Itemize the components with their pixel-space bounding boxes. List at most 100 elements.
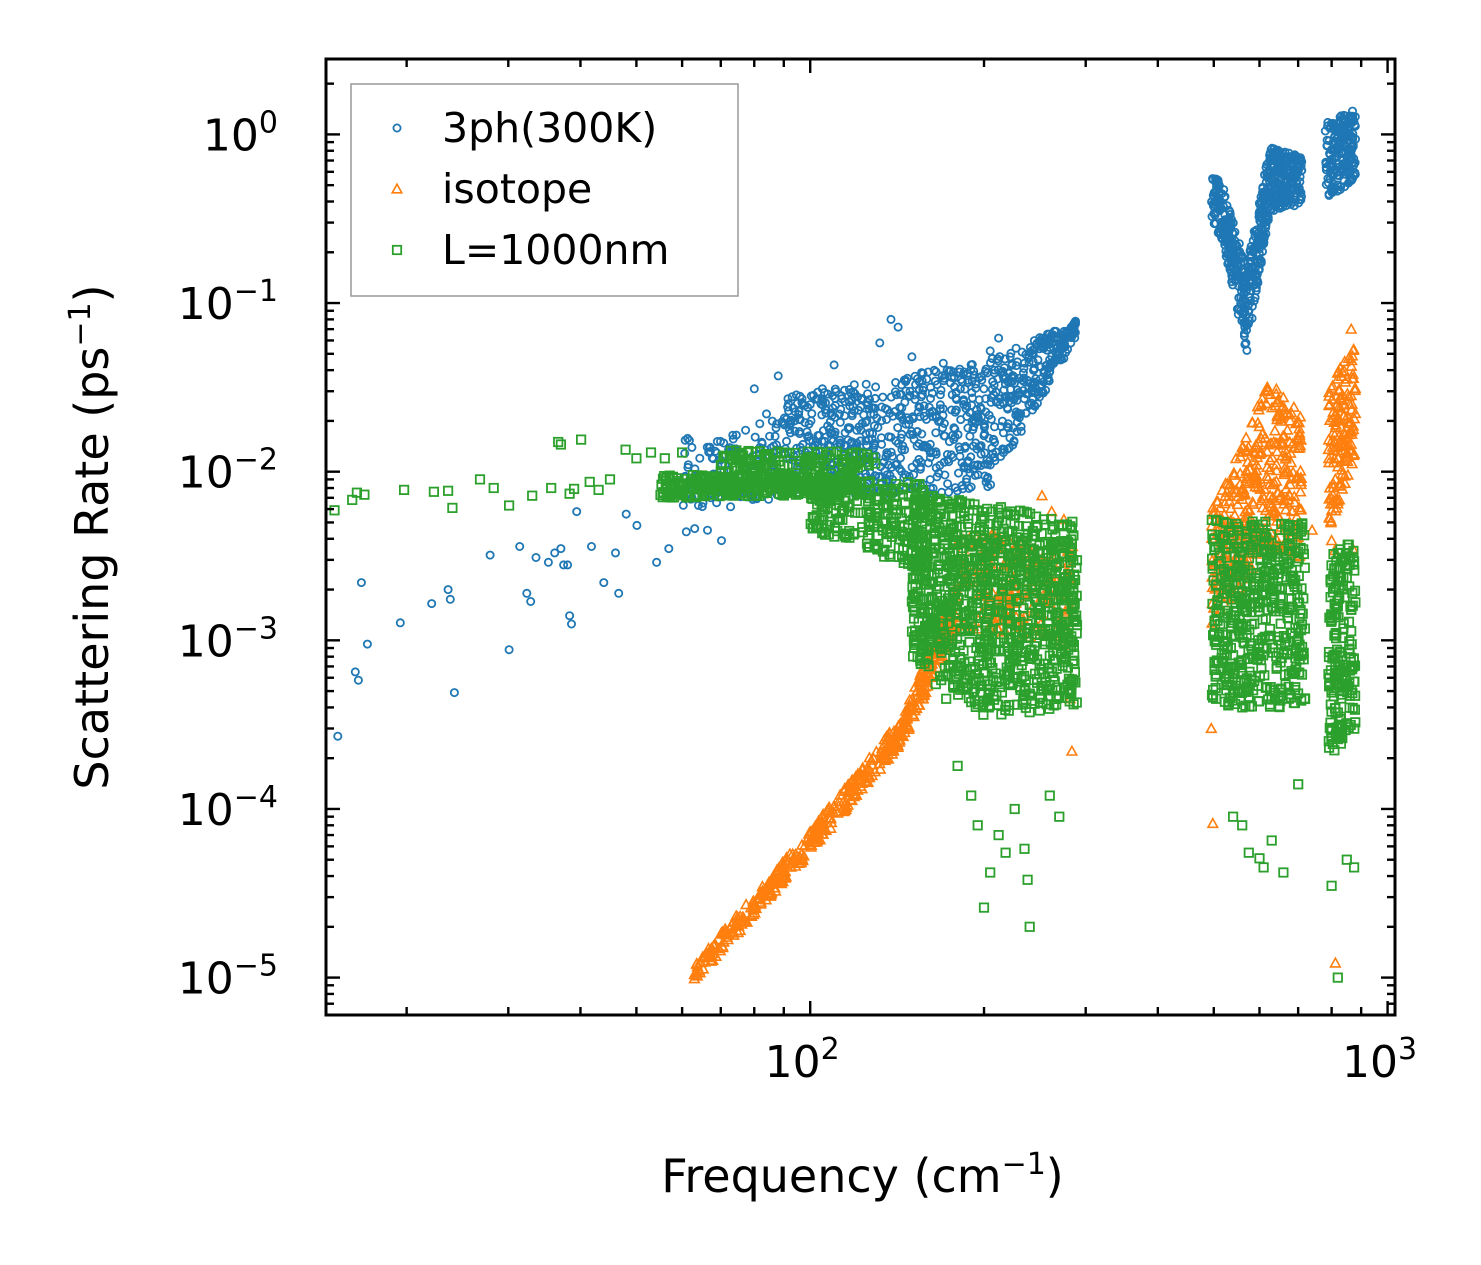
data-point bbox=[869, 484, 881, 495]
data-point bbox=[1220, 227, 1230, 237]
data-point bbox=[1025, 347, 1035, 357]
data-point bbox=[915, 464, 925, 474]
data-point bbox=[1034, 336, 1044, 346]
data-point bbox=[356, 578, 366, 588]
data-point bbox=[1335, 143, 1345, 153]
data-point bbox=[715, 459, 727, 471]
data-point bbox=[1233, 271, 1243, 281]
data-point bbox=[923, 367, 933, 377]
data-point bbox=[1019, 552, 1031, 563]
data-point bbox=[979, 513, 990, 524]
data-point bbox=[1058, 601, 1069, 612]
data-point bbox=[937, 568, 949, 579]
data-point bbox=[717, 536, 727, 546]
data-point bbox=[1056, 583, 1067, 594]
data-point bbox=[822, 490, 833, 501]
data-point bbox=[877, 416, 887, 426]
data-point bbox=[829, 360, 839, 370]
data-point bbox=[1207, 508, 1221, 520]
data-point bbox=[925, 522, 936, 534]
data-point bbox=[1241, 455, 1254, 467]
data-point bbox=[919, 566, 930, 577]
data-point bbox=[755, 419, 765, 429]
data-point bbox=[911, 541, 922, 553]
data-point bbox=[765, 431, 775, 441]
data-point bbox=[1332, 133, 1342, 143]
data-point bbox=[1042, 345, 1052, 355]
data-point bbox=[1271, 169, 1281, 179]
data-point bbox=[747, 908, 760, 920]
data-point bbox=[812, 523, 823, 534]
data-point bbox=[1247, 454, 1260, 466]
data-point bbox=[945, 499, 956, 510]
data-point bbox=[784, 420, 794, 430]
data-point bbox=[1293, 429, 1306, 441]
data-point bbox=[989, 543, 1000, 554]
data-point bbox=[875, 748, 888, 760]
data-point bbox=[1263, 463, 1276, 475]
data-point bbox=[899, 375, 909, 385]
data-point bbox=[1019, 684, 1030, 695]
data-point bbox=[918, 593, 929, 604]
data-point bbox=[757, 460, 769, 472]
data-point bbox=[822, 803, 835, 815]
data-point bbox=[726, 502, 736, 512]
data-point bbox=[1018, 603, 1029, 614]
data-point bbox=[862, 530, 874, 541]
data-point bbox=[824, 821, 837, 834]
data-point bbox=[1030, 588, 1041, 599]
data-point bbox=[750, 432, 760, 442]
data-point bbox=[1279, 193, 1289, 203]
data-point bbox=[681, 527, 691, 537]
data-point bbox=[1046, 513, 1057, 525]
data-point bbox=[1336, 394, 1349, 406]
data-point bbox=[333, 731, 343, 741]
data-point bbox=[1244, 312, 1254, 322]
data-point bbox=[907, 352, 917, 362]
data-point bbox=[1227, 215, 1237, 225]
data-point bbox=[912, 586, 923, 598]
data-point bbox=[988, 434, 998, 444]
data-point bbox=[1326, 379, 1339, 391]
data-point bbox=[1003, 419, 1013, 429]
data-point bbox=[1064, 696, 1075, 707]
data-point bbox=[804, 436, 814, 446]
data-point bbox=[1006, 348, 1016, 358]
data-point bbox=[963, 456, 973, 466]
data-point bbox=[1271, 408, 1284, 420]
data-point bbox=[1240, 464, 1253, 476]
data-point bbox=[799, 470, 810, 481]
data-point bbox=[892, 390, 902, 400]
data-point bbox=[1065, 557, 1076, 568]
data-point bbox=[837, 394, 847, 404]
data-point bbox=[886, 314, 896, 324]
data-point bbox=[1016, 660, 1027, 671]
data-point bbox=[1044, 703, 1055, 714]
data-point bbox=[1347, 142, 1357, 152]
data-point bbox=[1014, 387, 1024, 397]
data-point bbox=[1013, 411, 1023, 421]
data-point bbox=[1211, 495, 1224, 507]
data-point bbox=[1037, 548, 1048, 559]
data-point bbox=[925, 594, 937, 605]
data-point bbox=[963, 565, 975, 576]
data-point bbox=[1247, 497, 1260, 509]
data-point bbox=[985, 346, 995, 356]
data-point bbox=[882, 470, 892, 480]
data-point bbox=[928, 548, 939, 559]
data-point bbox=[947, 593, 958, 604]
data-point bbox=[1043, 624, 1054, 635]
data-point bbox=[833, 455, 844, 466]
data-point bbox=[813, 457, 824, 468]
data-point bbox=[1242, 345, 1252, 355]
data-point bbox=[951, 405, 961, 415]
data-point bbox=[1071, 316, 1081, 326]
data-point bbox=[1280, 181, 1290, 191]
data-point bbox=[1050, 531, 1061, 542]
data-point bbox=[980, 668, 991, 679]
data-point bbox=[959, 463, 969, 473]
data-point bbox=[1240, 472, 1253, 484]
data-point bbox=[1044, 667, 1055, 678]
data-point bbox=[1011, 620, 1022, 631]
data-point bbox=[1256, 256, 1266, 266]
